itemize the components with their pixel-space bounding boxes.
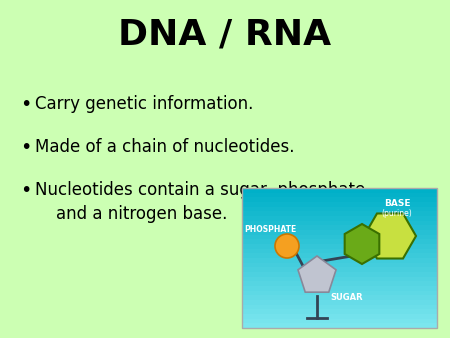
Bar (242, 211, 437, 217)
Bar (242, 244, 437, 249)
Text: Carry genetic information.: Carry genetic information. (35, 95, 253, 113)
Bar (242, 305, 437, 310)
Bar (242, 249, 437, 254)
Bar (242, 225, 437, 231)
Polygon shape (364, 214, 416, 259)
Bar (242, 188, 437, 328)
Circle shape (275, 234, 299, 258)
Text: SUGAR: SUGAR (331, 293, 363, 303)
Bar (242, 197, 437, 202)
Bar (242, 221, 437, 226)
Text: •: • (20, 138, 32, 157)
Bar (242, 281, 437, 287)
Bar (242, 323, 437, 329)
Bar (242, 193, 437, 198)
Bar (242, 207, 437, 212)
Bar (242, 263, 437, 268)
Text: PHOSPHATE: PHOSPHATE (244, 225, 296, 235)
Bar (242, 188, 437, 193)
Bar (242, 230, 437, 235)
Bar (242, 295, 437, 300)
Bar (242, 277, 437, 282)
Bar (242, 254, 437, 259)
Text: Made of a chain of nucleotides.: Made of a chain of nucleotides. (35, 138, 294, 156)
Text: DNA / RNA: DNA / RNA (118, 18, 332, 52)
Bar (242, 314, 437, 319)
Bar (242, 272, 437, 277)
Text: •: • (20, 181, 32, 200)
Bar (242, 300, 437, 305)
Bar (242, 286, 437, 291)
Bar (242, 267, 437, 272)
Polygon shape (345, 224, 379, 264)
Polygon shape (298, 256, 336, 292)
Bar (242, 258, 437, 263)
Text: •: • (20, 95, 32, 114)
Text: Nucleotides contain a sugar, phosphate,
    and a nitrogen base.: Nucleotides contain a sugar, phosphate, … (35, 181, 371, 223)
Bar (242, 235, 437, 240)
Text: BASE: BASE (384, 198, 410, 208)
Bar (242, 202, 437, 207)
Bar (242, 319, 437, 324)
Bar (242, 291, 437, 296)
Bar (242, 239, 437, 244)
Text: (purine): (purine) (382, 209, 412, 217)
Bar (242, 216, 437, 221)
Bar (242, 309, 437, 314)
